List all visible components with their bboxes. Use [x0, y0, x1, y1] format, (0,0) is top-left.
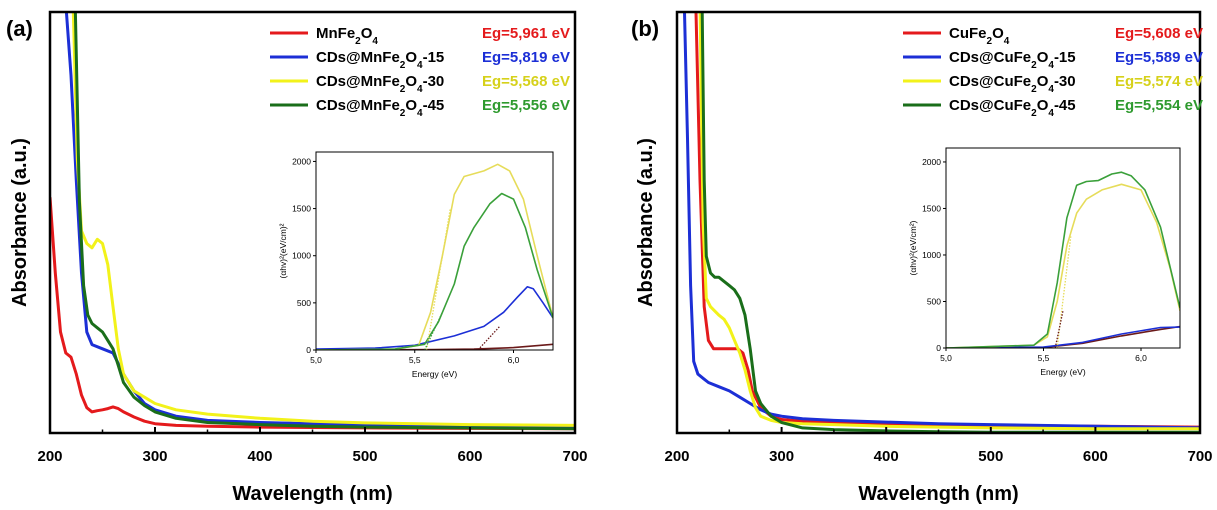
inset-x-tick-label: 5,0: [310, 355, 322, 365]
inset-y-tick-label: 0: [936, 343, 941, 353]
legend-eg-value: Eg=5,574 eV: [1115, 73, 1203, 90]
legend-eg-value: Eg=5,568 eV: [482, 73, 570, 90]
inset: 5,0 5,5 6,0 0 500 1000 1500 2000 Energy (eV) (αhv…: [278, 151, 554, 379]
x-tick-label: 500: [978, 448, 1003, 465]
x-tick-label: 700: [562, 448, 587, 465]
x-tick-label: 600: [457, 448, 482, 465]
legend-label: MnFe2O4: [316, 25, 378, 47]
legend-label: CDs@CuFe2O4-45: [949, 97, 1076, 119]
inset-x-axis-title: Energy (eV): [412, 369, 458, 379]
legend-eg-value: Eg=5,589 eV: [1115, 49, 1203, 66]
inset-series-line-1: [946, 326, 1180, 348]
legend-eg-value: Eg=5,554 eV: [1115, 97, 1203, 114]
inset-tangent-line: [477, 325, 501, 351]
inset-x-tick-label: 5,5: [409, 355, 421, 365]
inset-series-line-1: [316, 286, 553, 350]
legend-label: CDs@MnFe2O4-15: [316, 49, 444, 71]
x-axis-title: Wavelength (nm): [232, 483, 392, 505]
inset-frame: [315, 151, 554, 351]
legend-eg-value: Eg=5,819 eV: [482, 49, 570, 66]
x-tick-label: 600: [1083, 448, 1108, 465]
legend-eg-value: Eg=5,961 eV: [482, 25, 570, 42]
inset-series-line-3: [946, 171, 1180, 348]
panel-b: 200 300 400 500 600 700 Wavelength (nm) Absorba…: [631, 10, 1213, 505]
inset-y-tick-label: 500: [297, 298, 311, 308]
legend-label: CuFe2O4: [949, 25, 1010, 47]
legend-eg-value: Eg=5,556 eV: [482, 97, 570, 114]
x-tick-label: 200: [664, 448, 689, 465]
inset-background: [316, 152, 553, 350]
legend-label: CDs@MnFe2O4-45: [316, 97, 444, 119]
inset-x-tick-label: 5,5: [1038, 353, 1050, 363]
inset-series-line-2: [946, 183, 1180, 348]
series-line-2: [698, 12, 1200, 431]
x-tick-label: 700: [1187, 448, 1212, 465]
inset-tangent-line: [424, 312, 443, 351]
legend-label: CDs@MnFe2O4-30: [316, 73, 444, 95]
inset-y-tick-label: 1500: [922, 203, 941, 213]
y-axis-title: Absorbance (a.u.): [635, 138, 657, 307]
inset-y-tick-label: 1500: [292, 204, 311, 214]
legend-eg-value: Eg=5,608 eV: [1115, 25, 1203, 42]
inset-x-tick-label: 5,0: [940, 353, 952, 363]
inset-y-axis-title: (αhv)²(eV/cm)²: [278, 223, 288, 278]
inset-y-tick-label: 1000: [922, 250, 941, 260]
inset-y-tick-label: 2000: [922, 157, 941, 167]
x-tick-label: 400: [874, 448, 899, 465]
inset-y-tick-label: 0: [306, 345, 311, 355]
y-axis-title: Absorbance (a.u.): [9, 138, 31, 307]
inset-y-tick-label: 2000: [292, 156, 311, 166]
x-tick-label: 300: [769, 448, 794, 465]
inset-x-axis-title: Energy (eV): [1040, 367, 1086, 377]
panel-label: (b): [631, 16, 659, 41]
legend-label: CDs@CuFe2O4-15: [949, 49, 1076, 71]
x-axis-title: Wavelength (nm): [858, 483, 1018, 505]
panel-label: (a): [6, 16, 33, 41]
panel-a: 200 300 400 500 600 700 Wavelength (nm) Absorba…: [6, 10, 588, 505]
series-line-1: [682, 12, 1200, 430]
legend: MnFe2O4 Eg=5,961 eV CDs@MnFe2O4-15 Eg=5,819…: [270, 25, 570, 119]
series-line-3: [73, 12, 575, 431]
x-tick-label: 500: [352, 448, 377, 465]
inset-tangent-line: [1054, 310, 1064, 349]
legend-label: CDs@CuFe2O4-30: [949, 73, 1076, 95]
inset-y-axis-title: (αhv)²(eV/cm²): [908, 220, 918, 275]
x-tick-label: 400: [247, 448, 272, 465]
inset-y-tick-label: 1000: [292, 251, 311, 261]
inset-x-tick-label: 6,0: [1135, 353, 1147, 363]
legend: CuFe2O4 Eg=5,608 eV CDs@CuFe2O4-15 Eg=5,589…: [903, 25, 1203, 119]
inset-series-line-3: [316, 192, 553, 350]
series-line-2: [71, 12, 575, 427]
x-tick-label: 300: [142, 448, 167, 465]
inset-frame: [945, 147, 1181, 349]
inset-y-tick-label: 500: [927, 296, 941, 306]
x-tick-label: 200: [37, 448, 62, 465]
inset-x-tick-label: 6,0: [508, 355, 520, 365]
series-line-3: [700, 12, 1200, 433]
inset: 5,0 5,5 6,0 0 500 1000 1500 2000 Energy (eV) (αhv…: [908, 147, 1181, 377]
